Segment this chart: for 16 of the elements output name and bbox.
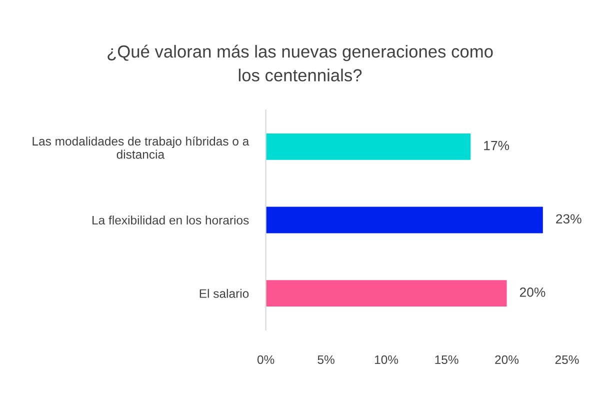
data-label: 23% bbox=[556, 214, 582, 224]
x-tick-label: 20% bbox=[495, 355, 519, 364]
y-tick-label: El salario bbox=[200, 288, 249, 298]
data-label: 20% bbox=[520, 288, 546, 297]
bar bbox=[266, 206, 543, 234]
x-tick-label: 10% bbox=[374, 355, 398, 364]
data-label: 17% bbox=[484, 140, 510, 150]
bar bbox=[266, 280, 507, 307]
bar bbox=[266, 133, 471, 160]
x-tick-label: 15% bbox=[435, 355, 458, 364]
y-tick-label: La flexibilidad en los horarios bbox=[92, 216, 249, 225]
x-tick-label: 25% bbox=[555, 355, 579, 364]
chart-title: ¿Qué valoran más las nuevas generaciones como los centennials? bbox=[108, 44, 493, 82]
y-tick-label: Las modalidades de trabajo híbridas o a distancia bbox=[32, 136, 250, 159]
x-tick-label: 0% bbox=[257, 355, 274, 364]
x-tick-label: 5% bbox=[318, 355, 334, 364]
